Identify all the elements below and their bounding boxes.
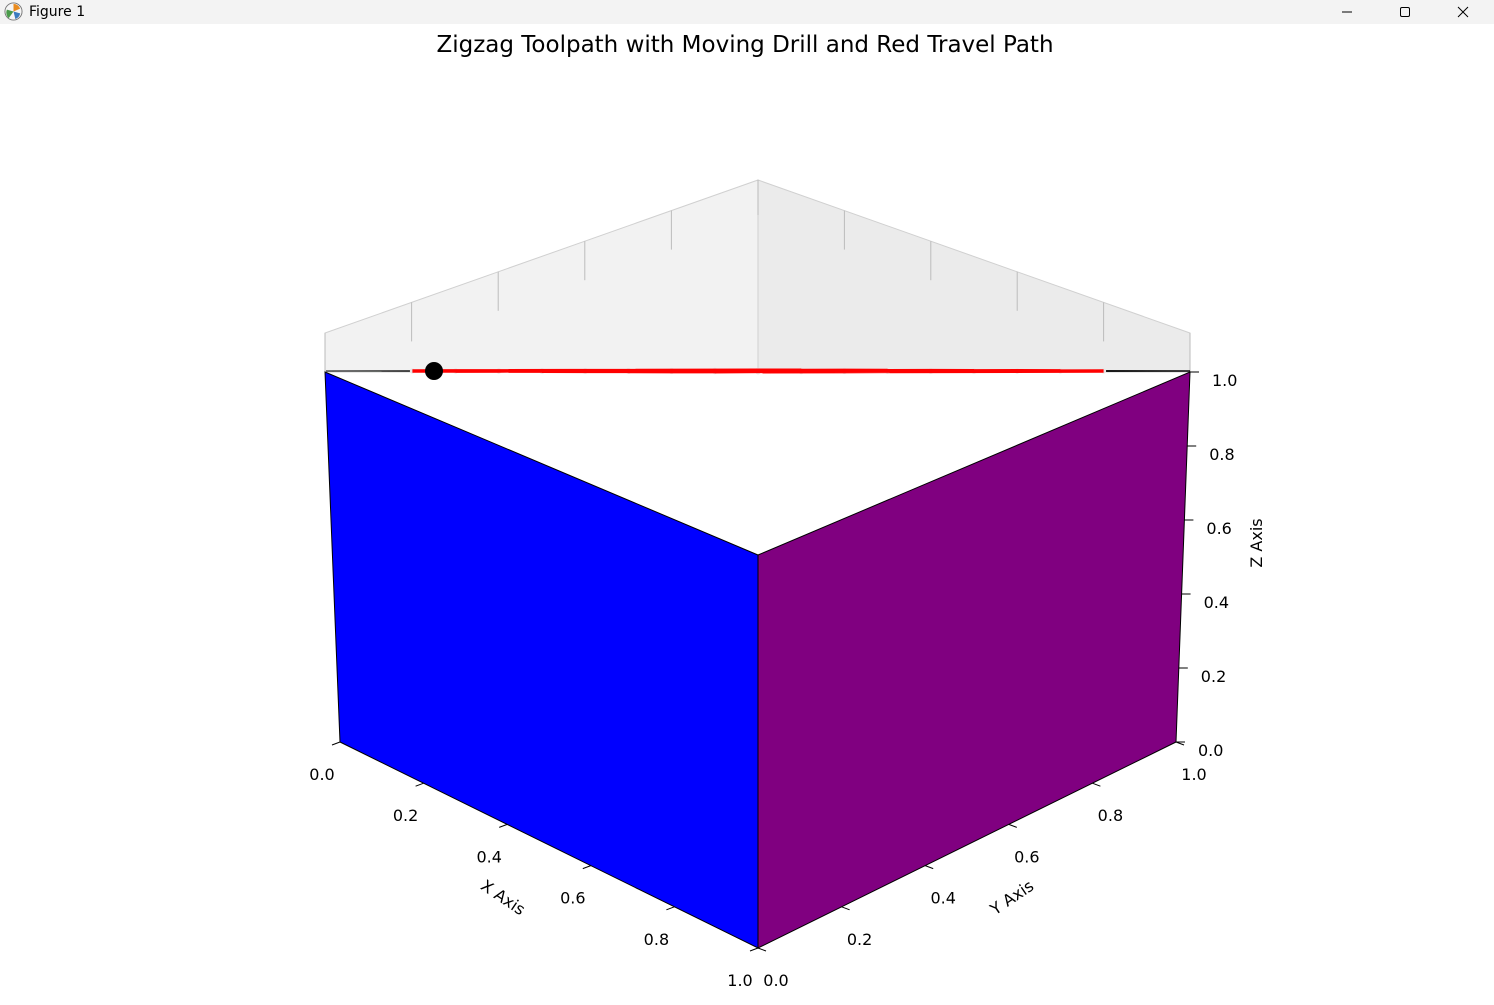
close-icon xyxy=(1457,6,1469,18)
x-tick xyxy=(331,741,341,746)
y-tick-label: 0.6 xyxy=(1014,847,1039,866)
x-tick-label: 0.2 xyxy=(393,806,418,825)
drill xyxy=(425,362,443,380)
box-faces xyxy=(324,371,1191,949)
y-tick xyxy=(841,906,850,911)
z-tick-label: 0.2 xyxy=(1201,667,1226,686)
front-face-y xyxy=(757,371,1191,949)
maximize-button[interactable] xyxy=(1376,0,1434,24)
y-tick-label: 1.0 xyxy=(1181,765,1206,784)
x-tick xyxy=(499,823,508,828)
close-button[interactable] xyxy=(1434,0,1492,24)
x-tick-label: 1.0 xyxy=(727,971,752,990)
z-tick-label: 0.6 xyxy=(1206,519,1231,538)
x-axis-label: X Axis xyxy=(477,876,528,919)
x-tick xyxy=(666,906,675,911)
z-tick-label: 1.0 xyxy=(1212,371,1237,390)
drill-marker xyxy=(425,362,443,380)
x-tick xyxy=(582,865,591,870)
z-tick-label: 0.8 xyxy=(1209,445,1234,464)
z-tick-label: 0.4 xyxy=(1204,593,1229,612)
z-axis-label: Z Axis xyxy=(1247,518,1266,567)
window-titlebar: Figure 1 xyxy=(0,0,1494,24)
chart-area: Zigzag Toolpath with Moving Drill and Re… xyxy=(309,32,1266,990)
y-tick-label: 0.0 xyxy=(763,971,788,990)
front-face-x xyxy=(324,371,759,949)
chart-title: Zigzag Toolpath with Moving Drill and Re… xyxy=(436,32,1053,58)
y-axis-label: Y Axis xyxy=(986,876,1037,919)
y-tick-label: 0.4 xyxy=(930,889,955,908)
back-pane-yz xyxy=(324,179,759,373)
window-title: Figure 1 xyxy=(29,4,86,20)
x-tick-label: 0.0 xyxy=(309,765,334,784)
x-tick-label: 0.8 xyxy=(644,930,669,949)
toolpath-line xyxy=(412,368,1104,374)
y-tick xyxy=(925,865,934,870)
x-tick xyxy=(749,947,759,952)
y-tick xyxy=(1092,782,1101,787)
minimize-icon xyxy=(1342,11,1352,13)
x-tick xyxy=(415,782,424,787)
matplotlib-icon xyxy=(4,2,23,21)
back-pane-xz xyxy=(757,179,1191,373)
y-tick xyxy=(757,947,767,952)
axis-ticks: 0.0 0.2 0.4 0.6 0.8 1.0 0.0 0.2 0.4 0.6 0.8 1.0 0.0 0… xyxy=(309,371,1237,990)
axis-panes xyxy=(324,179,1191,373)
minimize-button[interactable] xyxy=(1318,0,1376,24)
maximize-icon xyxy=(1400,7,1410,17)
y-tick-label: 0.2 xyxy=(847,930,872,949)
x-tick-label: 0.6 xyxy=(560,889,585,908)
y-tick xyxy=(1008,823,1017,828)
z-tick-label: 0.0 xyxy=(1198,741,1223,760)
y-tick-label: 0.8 xyxy=(1098,806,1123,825)
x-tick-label: 0.4 xyxy=(476,847,501,866)
toolpath xyxy=(412,368,1104,374)
